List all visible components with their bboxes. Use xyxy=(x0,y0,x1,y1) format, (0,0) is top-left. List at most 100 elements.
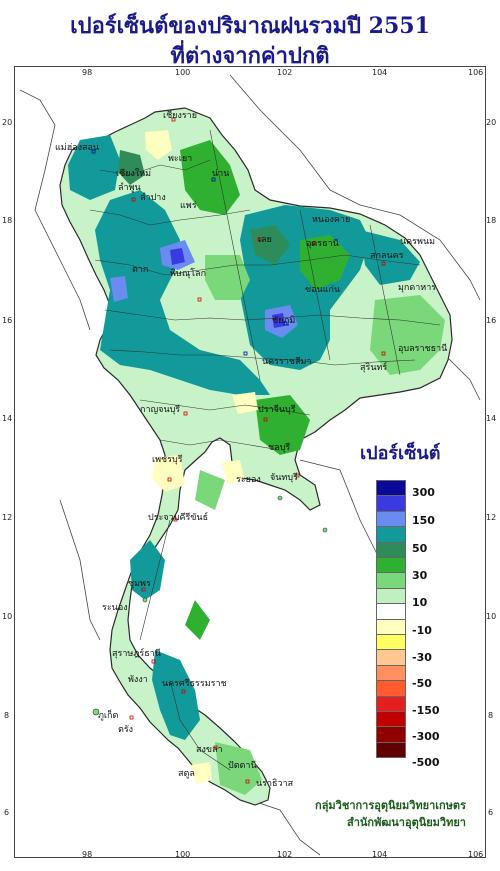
place-label: อุดรธานี xyxy=(306,239,339,249)
x-tick-top-104: 104 xyxy=(372,68,388,77)
legend-label: -300 xyxy=(412,730,440,743)
place-label: ลำพูน xyxy=(118,183,141,193)
place-label: กาญจนบุรี xyxy=(140,405,181,415)
x-tick-bottom-100: 100 xyxy=(175,850,191,859)
x-tick-top-102: 102 xyxy=(277,68,293,77)
legend-title: เปอร์เซ็นต์ xyxy=(360,443,441,464)
legend-label: 30 xyxy=(412,569,428,582)
legend-swatch xyxy=(376,695,406,712)
place-label: เชียงราย xyxy=(163,111,198,121)
islands xyxy=(92,495,328,716)
place-label: ชุมพร xyxy=(128,579,151,589)
province-boundaries xyxy=(89,129,441,771)
x-tick-top-98: 98 xyxy=(82,68,93,77)
legend-swatch xyxy=(376,541,406,558)
credit-line2: สำนักพัฒนาอุตุนิยมวิทยา xyxy=(347,816,466,829)
legend-swatch xyxy=(376,618,406,635)
legend-label: 10 xyxy=(412,596,428,609)
legend-label: -10 xyxy=(412,624,432,637)
legend-label: -150 xyxy=(412,704,440,717)
place-label: หนองคาย xyxy=(312,215,351,225)
place-label: เพชรบุรี xyxy=(152,455,183,465)
place-label: ขอนแก่น xyxy=(305,285,341,295)
legend-swatch xyxy=(376,634,406,651)
place-label: ลำปาง xyxy=(140,193,166,203)
place-label: สุรินทร์ xyxy=(360,363,388,373)
place-label: นราธิวาส xyxy=(256,779,294,789)
place-label: ตาก xyxy=(132,265,149,275)
y-tick-right-6: 6 xyxy=(488,808,494,817)
legend-swatch xyxy=(376,587,406,605)
legend-swatch xyxy=(376,664,406,682)
y-tick-right-16: 16 xyxy=(486,316,497,325)
y-tick-right-8: 8 xyxy=(488,711,494,720)
x-tick-bottom-104: 104 xyxy=(372,850,388,859)
x-tick-top-100: 100 xyxy=(175,68,191,77)
place-label: นครพนม xyxy=(400,237,436,247)
place-label: สตูล xyxy=(178,769,195,779)
place-label: แพร่ xyxy=(180,201,197,211)
place-label: ประจวบคีรีขันธ์ xyxy=(148,513,209,523)
legend-swatch xyxy=(376,603,406,620)
map-title-line1: เปอร์เซ็นต์ของปริมาณฝนรวมปี 2551 xyxy=(70,13,430,39)
place-label: สกลนคร xyxy=(370,251,404,261)
place-label: อุบลราชธานี xyxy=(398,344,448,354)
place-label: ระนอง xyxy=(102,603,128,613)
legend-label: -30 xyxy=(412,651,432,664)
place-label: เลย xyxy=(258,235,272,245)
place-label: ปัตตานี xyxy=(228,761,257,771)
y-tick-right-18: 18 xyxy=(486,216,497,225)
place-label: นครศรีธรรมราช xyxy=(162,679,227,689)
place-label: ชลบุรี xyxy=(268,443,291,453)
place-label: น่าน xyxy=(212,169,230,179)
y-tick-left-18: 18 xyxy=(2,216,13,225)
legend-label: 150 xyxy=(412,514,435,527)
legend-label: 50 xyxy=(412,542,428,555)
y-tick-left-10: 10 xyxy=(2,612,13,621)
legend-swatch xyxy=(376,649,406,666)
y-tick-left-8: 8 xyxy=(4,711,10,720)
y-tick-left-20: 20 xyxy=(2,118,13,127)
map-title-line2: ที่ต่างจากค่าปกติ xyxy=(170,43,330,69)
legend-swatch xyxy=(376,741,406,759)
legend-label: 300 xyxy=(412,486,435,499)
place-label: ระยอง xyxy=(236,475,261,485)
legend-swatch xyxy=(376,572,406,589)
thailand-rainfall-map xyxy=(19,74,481,856)
place-label: ปราจีนบุรี xyxy=(258,405,296,415)
legend-label: -500 xyxy=(412,756,440,769)
station-markers xyxy=(91,117,386,784)
x-tick-bottom-106: 106 xyxy=(468,850,484,859)
place-label: ชัยภูมิ xyxy=(272,316,296,326)
place-label: จันทบุรี xyxy=(270,473,298,483)
y-tick-right-10: 10 xyxy=(486,612,497,621)
place-label: สุราษฎร์ธานี xyxy=(112,649,161,659)
legend-swatch xyxy=(376,711,406,728)
y-tick-left-6: 6 xyxy=(4,808,10,817)
legend-swatch xyxy=(376,495,406,512)
place-label: พังงา xyxy=(128,675,148,685)
place-label: เชียงใหม่ xyxy=(116,169,152,179)
legend-swatch xyxy=(376,557,406,574)
place-label: ตรัง xyxy=(118,725,134,735)
place-label: นครราชสีมา xyxy=(262,357,312,367)
legend-swatch xyxy=(376,510,406,528)
place-label: แม่ฮ่องสอน xyxy=(55,143,100,153)
x-tick-top-106: 106 xyxy=(468,68,484,77)
legend-swatch xyxy=(376,726,406,743)
legend-label: -50 xyxy=(412,677,432,690)
y-tick-right-20: 20 xyxy=(486,118,497,127)
x-tick-bottom-98: 98 xyxy=(82,850,93,859)
place-label: ภูเก็ต xyxy=(98,711,119,721)
rain-zones xyxy=(68,130,445,795)
y-tick-right-12: 12 xyxy=(486,513,497,522)
place-label: พิษณุโลก xyxy=(170,269,207,279)
y-tick-left-16: 16 xyxy=(2,316,13,325)
x-tick-bottom-102: 102 xyxy=(277,850,293,859)
place-label: พะเยา xyxy=(168,154,193,164)
place-label: มุกดาหาร xyxy=(398,283,437,293)
legend-swatch xyxy=(376,680,406,697)
legend-swatch xyxy=(376,526,406,543)
y-tick-left-12: 12 xyxy=(2,513,13,522)
y-tick-left-14: 14 xyxy=(2,414,13,423)
